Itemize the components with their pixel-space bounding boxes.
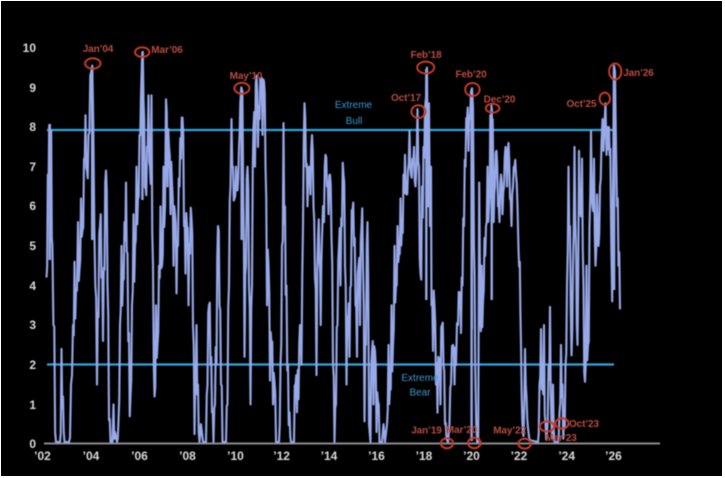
svg-text:0: 0 (29, 437, 36, 451)
svg-text:’22: ’22 (511, 449, 528, 463)
svg-text:Jan’26: Jan’26 (623, 68, 654, 79)
svg-text:’20: ’20 (463, 449, 480, 463)
svg-text:4: 4 (29, 279, 36, 293)
svg-text:’26: ’26 (605, 449, 622, 463)
svg-text:Mar’06: Mar’06 (151, 45, 183, 56)
svg-text:’08: ’08 (179, 449, 196, 463)
svg-text:’10: ’10 (227, 449, 244, 463)
svg-text:’04: ’04 (83, 449, 100, 463)
svg-text:Oct’25: Oct’25 (567, 99, 598, 110)
svg-text:Bull: Bull (346, 116, 363, 127)
svg-text:1: 1 (29, 398, 36, 412)
svg-text:Bear: Bear (409, 388, 431, 399)
svg-text:10: 10 (23, 41, 37, 55)
svg-text:Extreme: Extreme (335, 100, 373, 111)
svg-text:May’10: May’10 (230, 71, 263, 82)
svg-text:Feb’20: Feb’20 (455, 70, 487, 81)
svg-text:Jan’04: Jan’04 (83, 44, 114, 55)
svg-text:’12: ’12 (273, 449, 290, 463)
svg-text:7: 7 (29, 160, 36, 174)
svg-text:May’22: May’22 (493, 426, 526, 437)
svg-text:’24: ’24 (558, 449, 575, 463)
svg-text:Mar’20: Mar’20 (446, 425, 478, 436)
svg-text:Oct’17: Oct’17 (391, 93, 422, 104)
svg-text:2: 2 (29, 358, 36, 372)
svg-text:Dec’20: Dec’20 (484, 95, 516, 106)
svg-text:8: 8 (29, 120, 36, 134)
svg-text:6: 6 (29, 199, 36, 213)
svg-text:5: 5 (29, 239, 36, 253)
svg-text:’14: ’14 (321, 449, 338, 463)
svg-text:’16: ’16 (368, 449, 385, 463)
svg-text:Feb’18: Feb’18 (410, 50, 442, 61)
svg-text:’18: ’18 (416, 449, 433, 463)
svg-text:Oct’23: Oct’23 (569, 419, 600, 430)
svg-text:’02: ’02 (34, 449, 51, 463)
svg-text:Mar’23: Mar’23 (545, 433, 577, 444)
svg-text:3: 3 (29, 318, 36, 332)
svg-text:Extreme: Extreme (401, 373, 439, 384)
svg-text:’06: ’06 (131, 449, 148, 463)
svg-text:Jan’19: Jan’19 (411, 426, 442, 437)
svg-text:9: 9 (29, 81, 36, 95)
